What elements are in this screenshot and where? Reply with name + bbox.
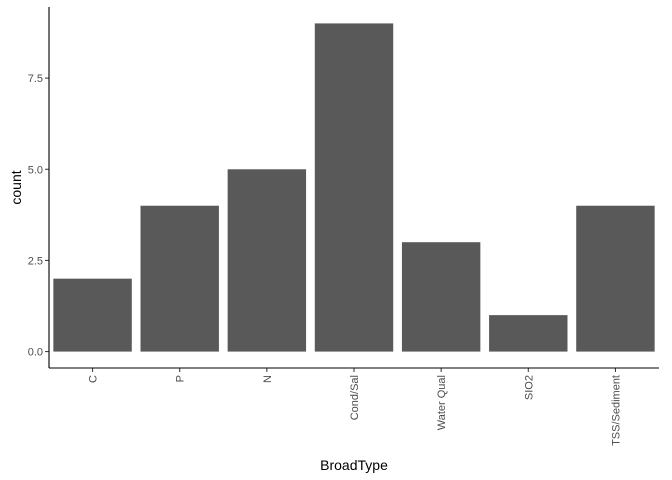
bar-water-qual xyxy=(401,242,481,352)
bars-group xyxy=(53,23,655,352)
bar-n xyxy=(227,169,307,352)
y-axis-title: count xyxy=(8,170,24,204)
x-tick-label: P xyxy=(175,375,187,382)
x-tick-label: Cond/Sal xyxy=(349,375,361,420)
y-tick-label: 7.5 xyxy=(28,73,43,85)
x-tick-label: TSS/Sediment xyxy=(610,375,622,446)
y-tick-label: 0.0 xyxy=(28,347,43,359)
y-tick-label: 5.0 xyxy=(28,164,43,176)
x-ticks-group: C P N Cond/Sal Water Qual SIO2 TSS/Sediment xyxy=(88,368,622,446)
bar-sio2 xyxy=(489,315,568,352)
y-ticks-group: 0.0 2.5 5.0 7.5 xyxy=(28,73,49,359)
x-tick-label: SIO2 xyxy=(523,375,535,400)
x-tick-label: N xyxy=(262,375,274,383)
bar-tss-sediment xyxy=(576,205,655,352)
bar-c xyxy=(53,278,132,352)
x-tick-label: C xyxy=(88,375,100,383)
y-tick-label: 2.5 xyxy=(28,255,43,267)
bar-p xyxy=(140,205,219,352)
bar-cond-sal xyxy=(314,23,394,352)
x-axis-title: BroadType xyxy=(320,457,388,473)
x-tick-label: Water Qual xyxy=(436,375,448,430)
